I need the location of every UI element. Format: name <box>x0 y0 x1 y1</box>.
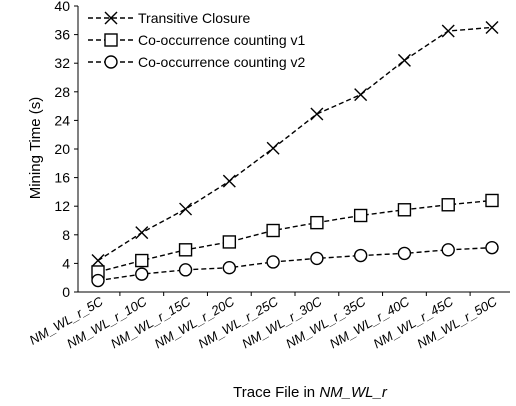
y-tick-label: 8 <box>62 227 70 243</box>
data-point-circle <box>266 255 280 269</box>
data-point-circle <box>441 243 455 257</box>
data-point-circle <box>353 248 368 263</box>
data-point-square <box>222 235 237 249</box>
y-tick-label: 16 <box>54 170 70 186</box>
data-point-square <box>178 243 193 257</box>
data-point-circle <box>135 267 149 281</box>
data-point-x <box>441 24 455 38</box>
data-point-x <box>310 107 324 121</box>
series-line <box>97 199 493 273</box>
legend-label: Co-occurrence counting v2 <box>138 54 306 70</box>
y-axis-title: Mining Time (s) <box>27 97 44 200</box>
data-point-circle <box>222 260 237 275</box>
y-tick-label: 40 <box>54 0 70 14</box>
data-point-x <box>485 20 499 34</box>
data-point-circle <box>397 246 412 261</box>
data-point-square <box>135 253 149 268</box>
legend-marker-x <box>104 11 118 25</box>
y-tick-label: 36 <box>54 27 70 43</box>
legend-item: Transitive Closure <box>88 10 251 26</box>
data-point-circle <box>485 240 499 255</box>
x-axis-title-italic: NM_WL_r <box>319 384 388 401</box>
data-point-square <box>485 193 499 208</box>
data-point-square <box>353 208 368 223</box>
data-point-circle <box>310 251 324 266</box>
y-tick-label: 4 <box>62 255 70 271</box>
legend-marker-square <box>104 33 118 47</box>
x-axis-title: Trace File in NM_WL_r <box>233 384 388 401</box>
data-point-x <box>266 141 280 155</box>
legend-label: Co-occurrence counting v1 <box>138 32 306 48</box>
series-layer <box>91 20 499 288</box>
data-point-circle <box>178 263 193 277</box>
data-point-x <box>135 226 149 240</box>
legend-item: Co-occurrence counting v2 <box>88 54 306 70</box>
series-circle <box>91 240 499 288</box>
x-axis-title-prefix: Trace File in <box>233 384 319 401</box>
data-point-circle <box>91 273 105 288</box>
y-tick-label: 32 <box>54 55 70 71</box>
data-point-x <box>397 53 411 67</box>
series-square <box>91 193 499 279</box>
data-point-x <box>354 88 368 102</box>
data-point-square <box>266 223 280 238</box>
series-line <box>97 246 493 282</box>
y-tick-label: 0 <box>62 284 70 300</box>
legend-marker-circle <box>104 55 118 69</box>
data-point-square <box>441 198 455 212</box>
y-tick-label: 12 <box>54 198 70 214</box>
data-point-x <box>222 174 236 188</box>
y-axis: 0 4 8 12 16 20 24 28 32 36 40 <box>54 0 78 300</box>
legend: Transitive Closure Co-occurrence counting… <box>88 10 306 70</box>
data-point-x <box>179 202 193 216</box>
y-tick-label: 20 <box>54 141 70 157</box>
series-line <box>97 26 493 262</box>
series-x <box>91 20 499 268</box>
data-point-square <box>397 203 412 217</box>
x-axis: NM_WL_r_5CNM_WL_r_10CNM_WL_r_15CNM_WL_r_… <box>27 292 500 351</box>
y-tick-label: 28 <box>54 84 70 100</box>
data-point-x <box>91 254 105 268</box>
y-tick-label: 24 <box>54 112 70 128</box>
data-point-square <box>310 215 324 230</box>
legend-item: Co-occurrence counting v1 <box>88 32 306 48</box>
legend-label: Transitive Closure <box>138 10 251 26</box>
